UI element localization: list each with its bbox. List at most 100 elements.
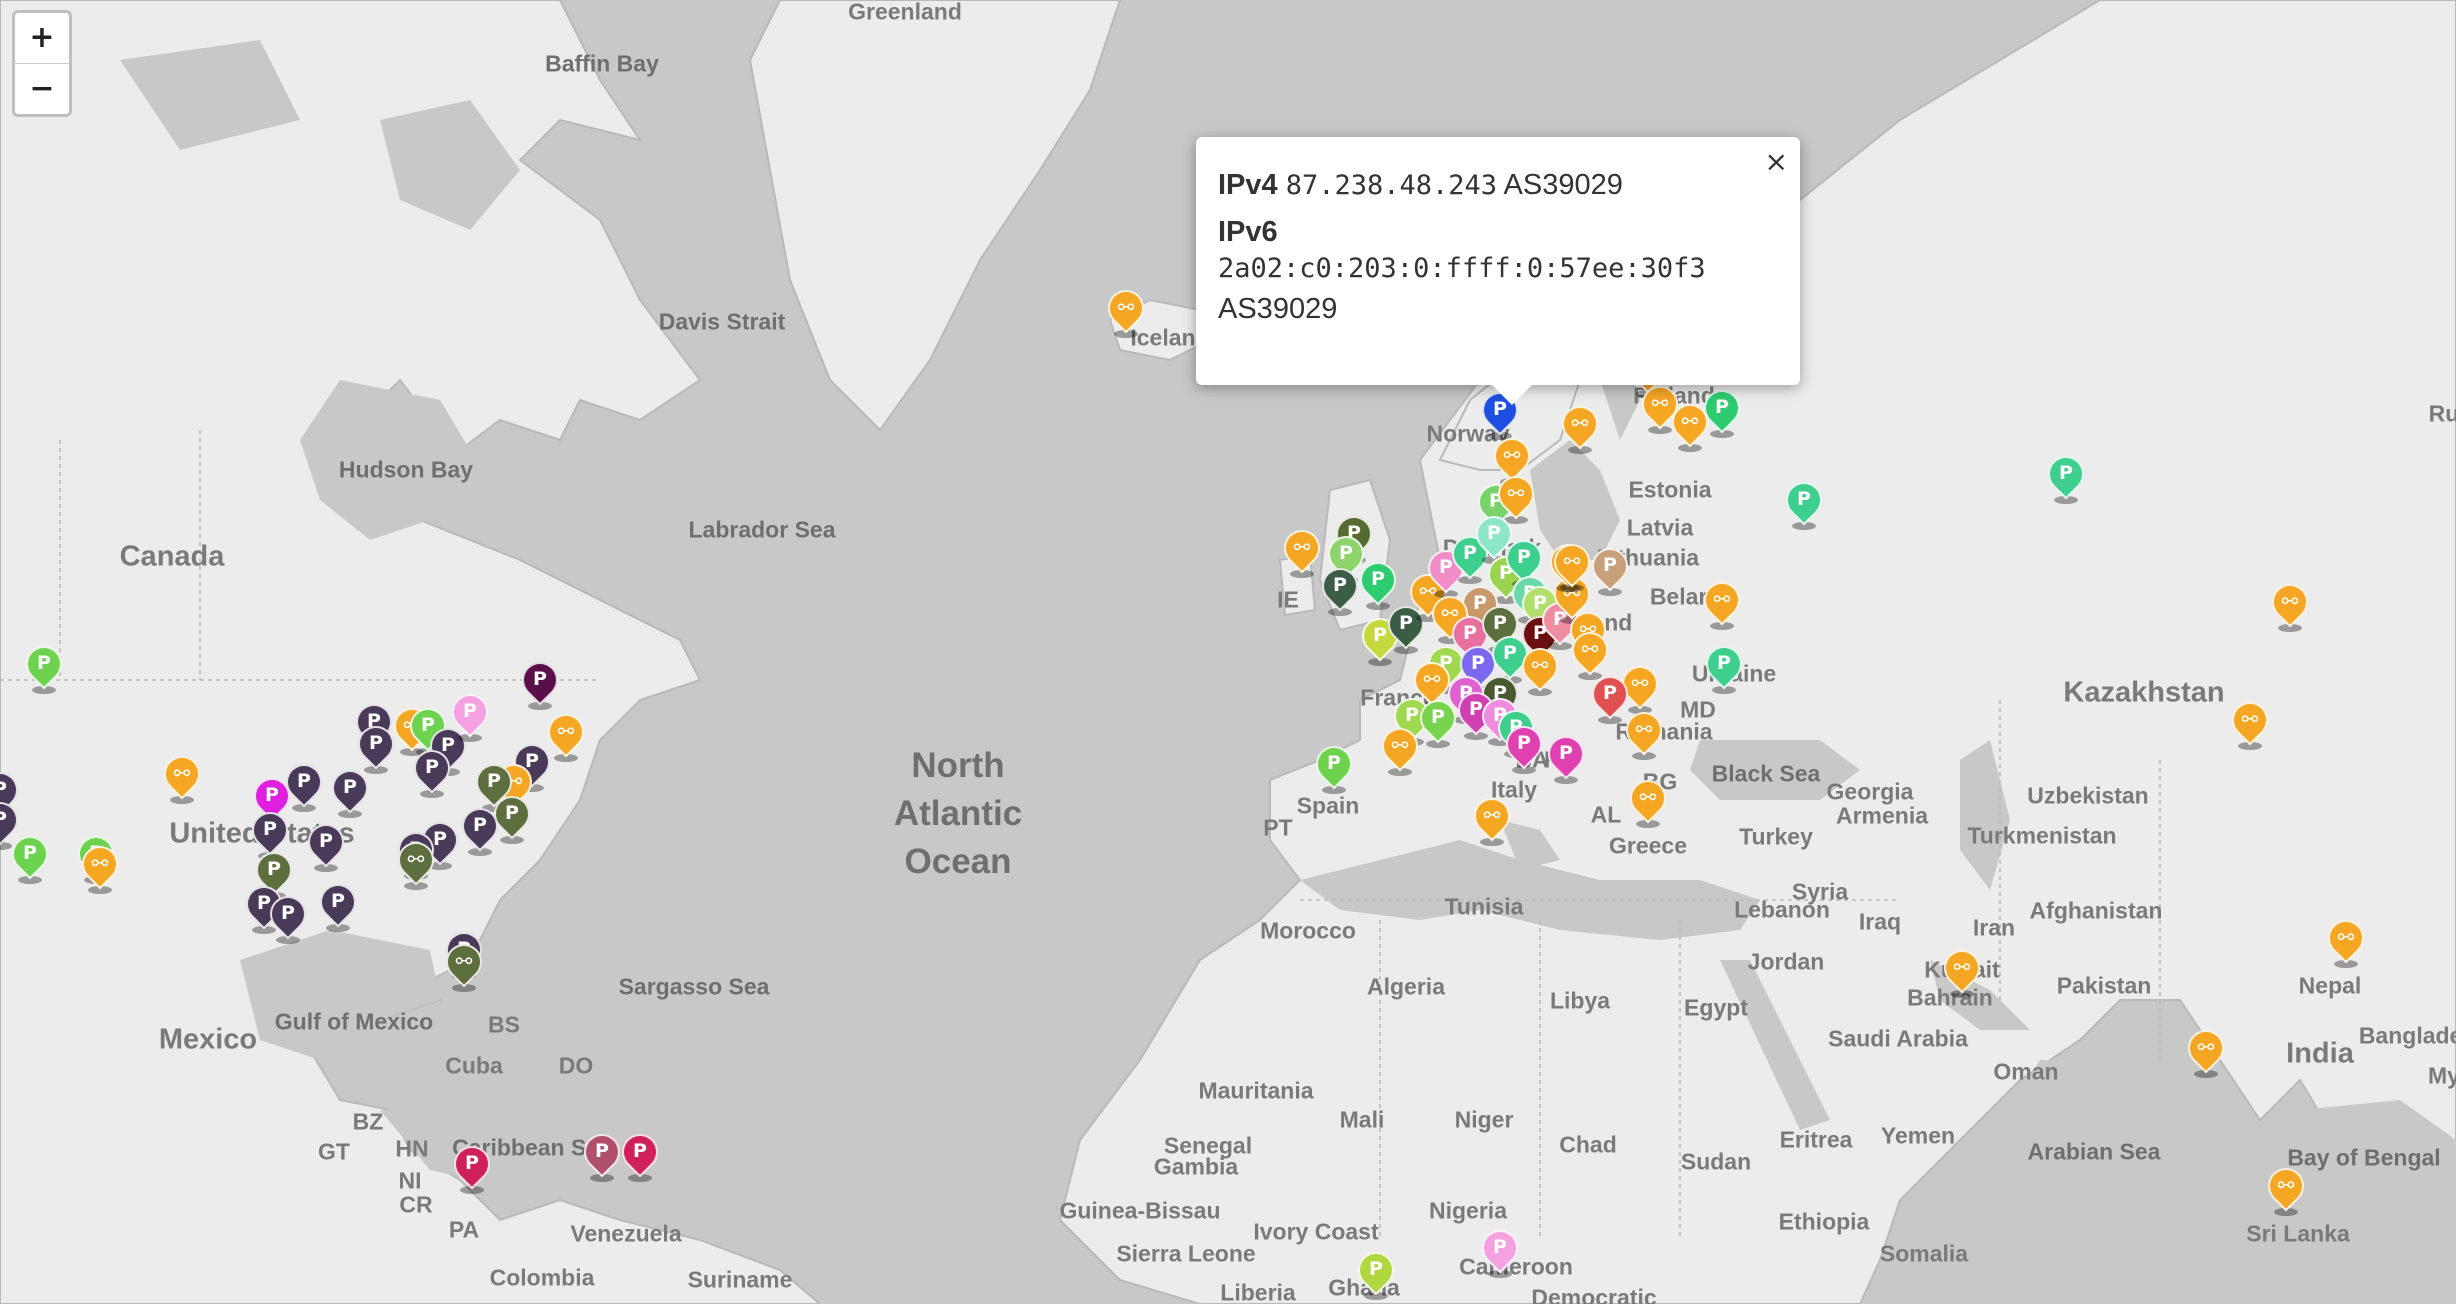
link-marker[interactable]: ⚯	[1936, 942, 1988, 998]
ipv6-label: IPv6	[1218, 216, 1278, 248]
peering-marker[interactable]: P	[18, 638, 70, 694]
link-marker[interactable]: ⚯	[1696, 574, 1748, 630]
link-marker[interactable]: ⚯	[1622, 772, 1674, 828]
link-marker[interactable]: ⚯	[2320, 912, 2372, 968]
link-marker[interactable]: ⚯	[2224, 694, 2276, 750]
map-label: Sargasso Sea	[618, 973, 770, 1000]
marker-shadow	[1568, 446, 1592, 454]
link-marker[interactable]: ⚯	[1614, 658, 1666, 714]
popup-close-button[interactable]: ×	[1764, 145, 1788, 178]
map-label: Ethiopia	[1778, 1208, 1870, 1235]
marker-shadow	[1426, 740, 1450, 748]
link-marker[interactable]: ⚯	[1276, 522, 1328, 578]
peering-marker[interactable]: P	[324, 762, 376, 818]
marker-shadow	[400, 748, 424, 756]
marker-shadow	[1458, 576, 1482, 584]
zoom-in-button[interactable]: +	[29, 20, 55, 55]
peering-marker[interactable]: P	[614, 1126, 666, 1182]
peering-marker[interactable]: P	[300, 816, 352, 872]
peering-marker[interactable]: P	[1308, 738, 1360, 794]
link-marker[interactable]: ⚯	[1402, 566, 1454, 622]
peering-marker[interactable]: P	[1354, 610, 1406, 666]
peering-marker[interactable]: P	[1412, 692, 1464, 748]
link-marker[interactable]: ⚯	[74, 838, 126, 894]
link-marker[interactable]: ⚯	[1634, 378, 1686, 434]
marker-shadow	[292, 804, 316, 812]
link-marker[interactable]: ⚯	[390, 834, 442, 890]
link-marker[interactable]: ⚯	[1664, 396, 1716, 452]
marker-shadow	[1322, 786, 1346, 794]
map-label: Davis Strait	[658, 308, 786, 335]
peering-marker[interactable]: P	[0, 794, 26, 850]
link-marker[interactable]: ⚯	[2180, 1022, 2232, 1078]
link-marker[interactable]: ⚯	[1546, 536, 1598, 592]
marker-shadow	[2274, 1208, 2298, 1216]
chain-link-icon: ⚯	[1423, 667, 1441, 691]
p-letter-icon: P	[421, 714, 435, 736]
link-marker[interactable]: ⚯	[1424, 588, 1476, 644]
peering-marker[interactable]: P	[1350, 1244, 1402, 1300]
link-marker[interactable]: ⚯	[1490, 468, 1542, 524]
peering-marker[interactable]: P	[444, 686, 496, 742]
p-letter-icon: P	[1463, 622, 1477, 644]
chain-link-icon: ⚯	[455, 949, 473, 973]
map-label: Suriname	[687, 1266, 793, 1293]
peering-marker[interactable]: P	[454, 800, 506, 856]
link-marker[interactable]: ⚯	[2264, 576, 2316, 632]
map-label: BS	[488, 1011, 520, 1038]
link-marker[interactable]: ⚯	[1564, 624, 1616, 680]
peering-marker[interactable]: P	[262, 888, 314, 944]
peering-marker[interactable]: P	[414, 814, 466, 870]
link-marker[interactable]: ⚯	[438, 936, 490, 992]
link-marker[interactable]: ⚯	[1374, 720, 1426, 776]
ipv4-label: IPv4	[1218, 169, 1278, 201]
link-marker[interactable]: ⚯	[1514, 640, 1566, 696]
peering-marker[interactable]: P	[350, 718, 402, 774]
link-marker[interactable]: ⚯	[540, 706, 592, 762]
map-label: Greece	[1608, 832, 1688, 859]
marker-shadow	[428, 862, 452, 870]
peering-marker[interactable]: P	[1380, 598, 1432, 654]
link-marker[interactable]: ⚯	[2260, 1160, 2312, 1216]
peering-marker[interactable]: P	[1540, 728, 1592, 784]
link-marker[interactable]: ⚯	[1466, 790, 1518, 846]
peering-marker[interactable]: P	[1420, 542, 1472, 598]
peering-marker[interactable]: P	[1778, 474, 1830, 530]
peering-marker[interactable]: P	[1444, 528, 1496, 584]
peering-marker[interactable]: P	[312, 876, 364, 932]
peering-marker[interactable]: P	[406, 742, 458, 798]
p-letter-icon: P	[1603, 554, 1617, 576]
peering-marker[interactable]: P	[278, 756, 330, 812]
peering-marker[interactable]: P	[1696, 382, 1748, 438]
zoom-out-button[interactable]: −	[15, 63, 69, 114]
peering-marker[interactable]: P	[4, 828, 56, 884]
peering-marker[interactable]: P	[1698, 638, 1750, 694]
peering-marker[interactable]: P	[1498, 718, 1550, 774]
map-label: Syria	[1791, 878, 1849, 905]
peering-marker[interactable]: P	[446, 1138, 498, 1194]
peering-marker[interactable]: P	[514, 654, 566, 710]
peering-marker[interactable]: P	[238, 878, 290, 934]
p-letter-icon: P	[1503, 642, 1517, 664]
link-marker[interactable]: ⚯	[156, 748, 208, 804]
peering-marker[interactable]: P	[1314, 560, 1366, 616]
peering-marker[interactable]: P	[1584, 540, 1636, 596]
chain-link-icon: ⚯	[1391, 733, 1409, 757]
peering-marker[interactable]: P	[1584, 668, 1636, 724]
p-letter-icon: P	[1431, 706, 1445, 728]
peering-marker[interactable]: P	[1474, 1222, 1526, 1278]
peering-marker[interactable]: P	[1352, 554, 1404, 610]
map-label: AL	[1590, 801, 1622, 828]
link-marker[interactable]: ⚯	[1618, 704, 1670, 760]
marker-shadow	[1328, 608, 1352, 616]
peering-marker[interactable]: P	[2040, 448, 2092, 504]
peering-marker[interactable]: P	[576, 1126, 628, 1182]
peering-marker[interactable]: P	[1450, 684, 1502, 740]
marker-shadow	[1628, 706, 1652, 714]
peering-marker[interactable]: P	[1534, 594, 1586, 650]
peering-marker[interactable]: P	[506, 736, 558, 792]
peering-marker[interactable]: P	[486, 788, 538, 844]
link-marker[interactable]: ⚯	[1554, 398, 1606, 454]
link-marker[interactable]: ⚯	[1100, 282, 1152, 338]
